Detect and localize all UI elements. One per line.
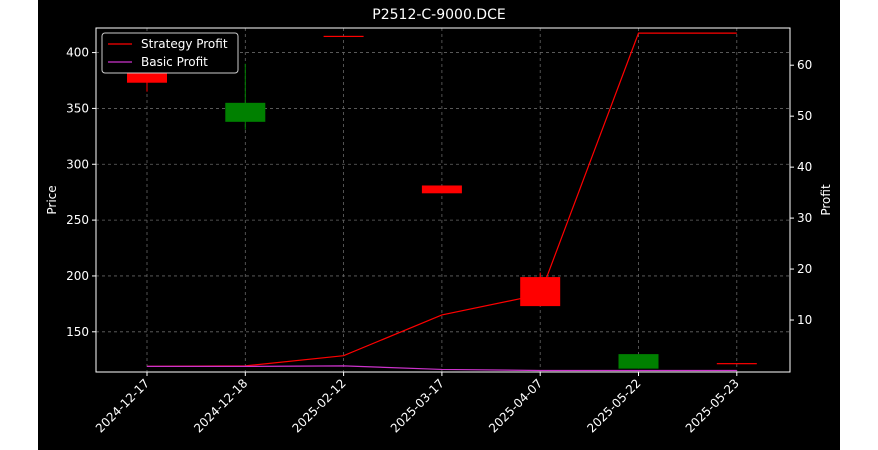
y-left-tick-label: 350 (66, 101, 89, 115)
y-right-tick-label: 10 (797, 313, 812, 327)
y-left-tick-label: 400 (66, 46, 89, 60)
candle-body (225, 102, 266, 122)
plot-frame (95, 27, 791, 373)
legend-label-basic-profit: Basic Profit (141, 55, 208, 69)
candle-2025-05-22 (618, 354, 659, 369)
y-axis-left-title: Price (45, 185, 59, 214)
candle-2025-02-12 (323, 35, 364, 38)
y-right-tick-label: 20 (797, 262, 812, 276)
candle-body (618, 354, 659, 369)
y-right-tick-label: 40 (797, 160, 812, 174)
candle-2024-12-18 (225, 63, 266, 130)
y-left-tick-label: 150 (66, 325, 89, 339)
candle-2025-03-17 (421, 185, 462, 194)
y-axis-right-title: Profit (819, 184, 833, 216)
candle-2025-04-07 (520, 272, 561, 307)
y-left-tick-label: 250 (66, 213, 89, 227)
profit-lines (146, 32, 737, 372)
y-left-tick-label: 200 (66, 269, 89, 283)
candle-body (323, 35, 364, 38)
candlesticks (127, 35, 757, 369)
candle-body (127, 71, 167, 83)
y-right-tick-label: 50 (797, 109, 812, 123)
candle-2025-05-23 (716, 363, 757, 365)
chart-title: P2512-C-9000.DCE (372, 7, 505, 23)
y-right-tick-label: 60 (797, 58, 812, 72)
y-right-tick-label: 30 (797, 211, 812, 225)
figure-background (38, 0, 840, 450)
candle-2024-12-17 (127, 71, 167, 92)
candle-body (520, 277, 561, 307)
candle-body (716, 363, 757, 365)
candle-body (421, 185, 462, 194)
legend-box (101, 32, 239, 74)
series-line-basic-profit (147, 365, 737, 372)
legend-label-strategy-profit: Strategy Profit (141, 37, 228, 51)
y-left-tick-label: 300 (66, 157, 89, 171)
legend: Strategy Profit Basic Profit (101, 32, 239, 74)
